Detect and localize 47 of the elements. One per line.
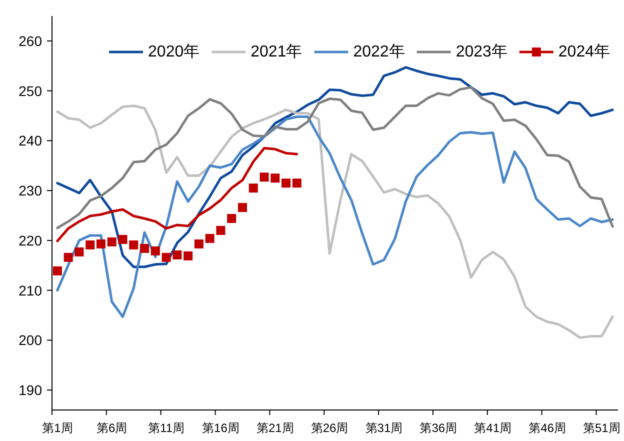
point	[107, 237, 116, 246]
legend-label: 2020年	[148, 44, 200, 60]
point	[184, 251, 193, 260]
point	[140, 244, 150, 253]
point	[64, 252, 73, 262]
point	[248, 184, 258, 193]
legend-label: 2021年	[250, 44, 302, 60]
y-tick-label: 200	[18, 332, 42, 348]
point	[292, 178, 302, 188]
x-tick-label: 第1周	[42, 421, 73, 435]
y-tick-label: 240	[18, 132, 42, 149]
x-tick-label: 第16周	[202, 421, 240, 435]
y-tick-label: 190	[18, 382, 42, 398]
point	[260, 172, 269, 182]
point	[194, 239, 204, 248]
y-tick-label: 230	[18, 182, 42, 199]
x-tick-label: 第26周	[310, 421, 348, 435]
point	[282, 178, 291, 188]
x-tick-label: 第31周	[365, 421, 403, 435]
legend-label: 2022年	[353, 44, 405, 60]
point	[227, 214, 236, 223]
point	[118, 234, 128, 244]
point	[86, 240, 95, 250]
y-tick-label: 260	[18, 32, 42, 49]
x-tick-label: 第6周	[96, 421, 128, 435]
point	[216, 226, 226, 235]
point	[172, 250, 182, 260]
legend-label: 2023年	[456, 44, 508, 60]
point	[205, 234, 214, 243]
legend-label: 2024年	[558, 44, 610, 60]
y-tick-label: 250	[18, 82, 42, 99]
x-tick-label: 第41周	[474, 421, 512, 435]
point	[238, 203, 247, 212]
point	[129, 240, 138, 250]
y-tick-label: 210	[18, 282, 42, 298]
y-tick-label: 220	[18, 232, 42, 248]
x-tick-label: 第11周	[148, 421, 185, 435]
x-tick-label: 第36周	[420, 421, 458, 435]
point	[150, 246, 160, 256]
x-tick-label: 第51周	[582, 421, 620, 435]
point	[52, 266, 62, 276]
point	[96, 239, 106, 248]
x-tick-label: 第46周	[528, 421, 566, 435]
point	[270, 174, 280, 183]
x-tick-label: 第21周	[256, 421, 294, 435]
point	[162, 252, 171, 262]
point	[74, 247, 84, 256]
